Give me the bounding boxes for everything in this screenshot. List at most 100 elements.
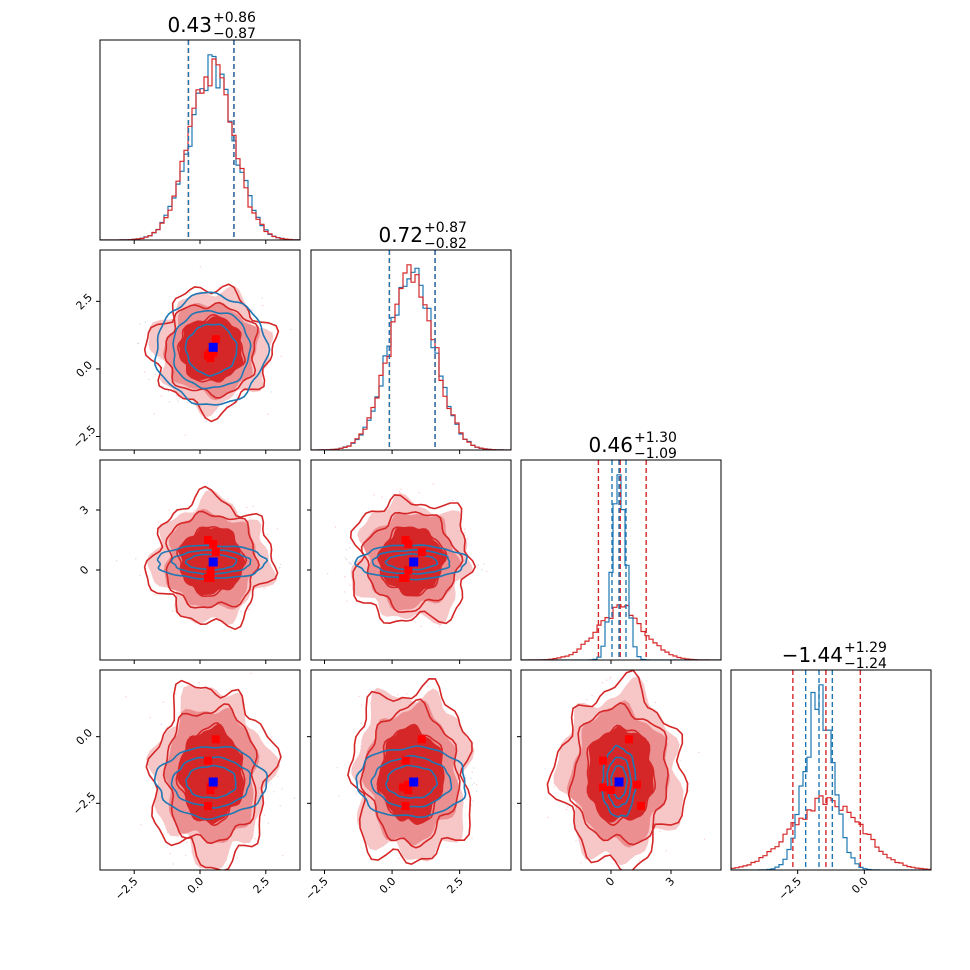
- red-sample-point: [575, 840, 577, 842]
- blue-contour-line-0: [153, 745, 269, 821]
- red-sample-point: [458, 608, 460, 610]
- red-sample-point: [226, 498, 229, 500]
- red-sample-point: [279, 805, 281, 807]
- red-sample-point: [485, 570, 488, 573]
- x-tick-label-0-1: 0.0: [185, 875, 207, 897]
- red-sample-point: [438, 626, 441, 628]
- title-median-0: 0.43: [167, 13, 212, 37]
- red-sample-point: [223, 629, 225, 631]
- red-sample-point: [160, 358, 162, 360]
- red-contour-line-2: [176, 525, 248, 598]
- x-tick-label-1-2: 2.5: [444, 875, 466, 897]
- red-sample-point: [698, 751, 700, 754]
- red-sample-point: [149, 716, 151, 719]
- blue-sample-point: [168, 401, 171, 403]
- title-plus-1: +0.87: [424, 220, 467, 236]
- blue-sample-point: [156, 364, 158, 366]
- red-sample-point: [591, 694, 593, 696]
- red-sample-point: [281, 854, 284, 857]
- red-sample-point: [166, 726, 168, 728]
- red-square-marker-0: [203, 802, 212, 810]
- red-square-marker-1: [417, 548, 426, 556]
- red-sample-point: [174, 610, 176, 612]
- panel-title-0: 0.43 +0.86−0.87: [167, 10, 256, 42]
- red-contour-line-0: [347, 677, 473, 866]
- red-sample-point: [567, 806, 569, 808]
- red-sample-point: [334, 526, 337, 528]
- red-sample-point: [177, 836, 179, 838]
- red-contour-line-2: [586, 724, 657, 826]
- scatter-panel-3-1: [336, 677, 478, 866]
- x-tick-label-1-0: −2.5: [303, 875, 331, 903]
- blue-contour-line-2: [185, 764, 237, 799]
- x-tick-label-0-2: 2.5: [251, 875, 273, 897]
- red-contour-line-2: [376, 724, 445, 825]
- blue-sample-point: [481, 569, 483, 571]
- red-square-marker-3: [607, 786, 615, 794]
- red-contour-line-0: [143, 283, 280, 423]
- title-plus-2: +1.30: [634, 430, 677, 446]
- red-sample-point: [609, 678, 611, 680]
- scatter-panel-3-0: [125, 672, 296, 870]
- blue-sample-point: [483, 563, 485, 565]
- red-sample-point: [263, 814, 266, 816]
- blue-sample-point: [336, 767, 338, 769]
- blue-contour-line-0: [355, 745, 467, 819]
- hist-panel-1: [311, 250, 511, 450]
- red-sample-point: [464, 776, 467, 779]
- red-sample-point: [280, 355, 282, 358]
- blue-sample-point: [473, 782, 475, 784]
- blue-sample-point: [139, 574, 141, 577]
- y-tick-label-2-1: 3: [77, 503, 91, 517]
- red-contour-line-1: [162, 703, 258, 845]
- red-sample-point: [153, 413, 155, 415]
- red-sample-point: [602, 681, 604, 684]
- red-sample-point: [418, 492, 420, 494]
- red-square-marker-4: [404, 780, 413, 789]
- x-tick-label-1-1: 0.0: [377, 875, 399, 897]
- blue-sample-point: [135, 558, 137, 560]
- red-sample-point: [250, 672, 252, 675]
- red-contour-fill-2: [376, 723, 445, 826]
- red-histogram-2: [521, 604, 721, 660]
- red-sample-point: [143, 371, 146, 373]
- red-sample-point: [398, 491, 401, 493]
- red-square-marker-2: [599, 756, 607, 765]
- hist-panel-0: [100, 40, 300, 240]
- red-sample-point: [361, 704, 363, 706]
- red-sample-point: [638, 859, 641, 862]
- red-sample-point: [172, 863, 174, 865]
- red-sample-point: [159, 523, 162, 525]
- blue-contour-line-2: [610, 764, 628, 800]
- red-square-marker-0: [637, 802, 645, 810]
- blue-contour-line-0: [601, 744, 637, 818]
- red-sample-point: [452, 499, 454, 501]
- blue-contour-line-2: [184, 323, 238, 377]
- red-sample-point: [414, 621, 416, 623]
- red-sample-point: [158, 521, 160, 523]
- red-sample-point: [163, 833, 166, 835]
- title-minus-3: −1.24: [844, 656, 887, 672]
- red-histogram-3: [731, 795, 931, 870]
- red-sample-point: [168, 509, 170, 511]
- red-sample-point: [200, 415, 203, 417]
- red-square-marker-2: [401, 756, 410, 765]
- blue-sample-point: [235, 394, 237, 396]
- blue-sample-point: [196, 450, 197, 451]
- red-sample-point: [432, 483, 434, 485]
- panel-frame-1-1: [310, 249, 512, 451]
- blue-sample-point: [168, 390, 170, 392]
- red-sample-point: [373, 494, 375, 496]
- y-tick-label-1-1: 0.0: [74, 358, 96, 380]
- red-sample-point: [344, 576, 346, 578]
- red-square-marker-5: [206, 783, 215, 792]
- x-tick-label-3-1: 0.0: [849, 875, 871, 897]
- red-sample-point: [349, 584, 351, 586]
- red-square-marker-5: [398, 783, 407, 792]
- red-sample-point: [249, 517, 251, 519]
- blue-sample-point: [349, 562, 352, 564]
- scatter-panel-3-2: [546, 670, 706, 870]
- red-sample-point: [276, 775, 279, 777]
- red-sample-point: [171, 610, 174, 612]
